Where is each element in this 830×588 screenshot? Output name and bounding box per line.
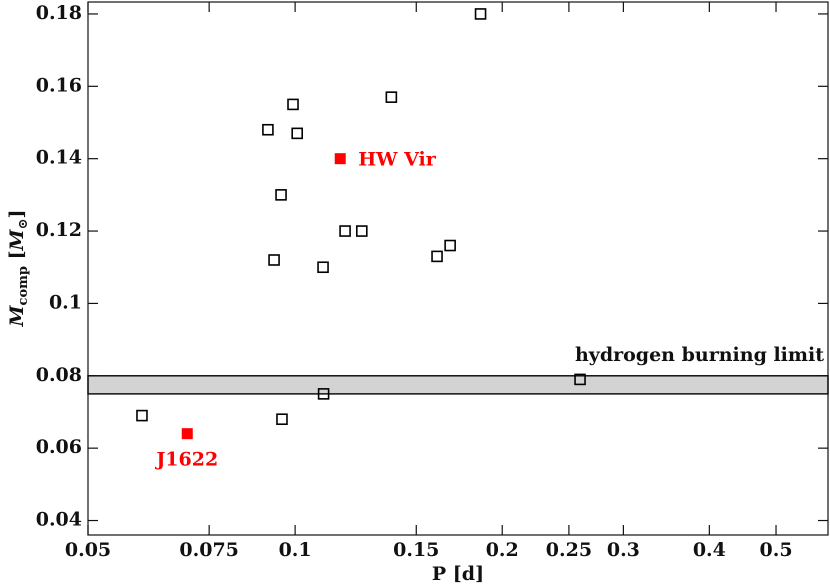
point bbox=[355, 225, 368, 237]
highlight-label: HW Vir bbox=[358, 149, 437, 171]
point bbox=[431, 250, 443, 263]
x-tick-label: 0.2 bbox=[486, 539, 519, 561]
y-tick-label: 0.08 bbox=[36, 364, 82, 386]
x-tick-label: 0.15 bbox=[393, 539, 439, 561]
point bbox=[291, 127, 303, 140]
x-tick-label: 0.05 bbox=[65, 539, 111, 561]
x-tick-label: 0.075 bbox=[179, 539, 239, 561]
y-label-symbol: M bbox=[6, 305, 28, 328]
band-label: hydrogen burning limit bbox=[575, 344, 824, 366]
point bbox=[339, 225, 351, 237]
x-tick-label: 0.25 bbox=[546, 539, 592, 561]
y-tick-label: 0.14 bbox=[36, 147, 82, 169]
y-tick-label: 0.16 bbox=[36, 74, 82, 96]
x-tick-label: 0.1 bbox=[279, 539, 312, 561]
y-label-bracket: ] bbox=[6, 209, 28, 218]
y-tick-label: 0.1 bbox=[49, 291, 82, 313]
point bbox=[268, 254, 280, 266]
y-tick-label: 0.12 bbox=[36, 219, 82, 241]
y-tick-label: 0.04 bbox=[36, 509, 82, 531]
y-tick-label: 0.18 bbox=[36, 2, 82, 24]
point bbox=[275, 189, 287, 201]
point bbox=[444, 239, 456, 252]
x-tick-label: 0.3 bbox=[607, 539, 640, 561]
point bbox=[262, 123, 274, 136]
point bbox=[276, 413, 288, 426]
y-label-unit-sub: ⊙ bbox=[16, 218, 31, 229]
point bbox=[287, 98, 299, 111]
band bbox=[87, 375, 829, 395]
x-tick-label: 0.5 bbox=[759, 539, 792, 561]
highlight-point bbox=[181, 428, 193, 440]
highlight-point bbox=[334, 153, 346, 165]
highlight-label: J1622 bbox=[154, 449, 218, 471]
point bbox=[136, 409, 148, 422]
point bbox=[474, 8, 487, 20]
point bbox=[574, 373, 586, 386]
y-label-bracket: [ bbox=[6, 250, 28, 266]
y-label-sub: comp bbox=[16, 266, 31, 305]
y-axis-label: Mcomp [M⊙] bbox=[6, 209, 31, 327]
point bbox=[385, 91, 398, 103]
plot-frame bbox=[87, 1, 829, 536]
x-tick-label: 0.4 bbox=[693, 539, 726, 561]
y-tick-label: 0.06 bbox=[36, 436, 82, 458]
x-axis-label: P [d] bbox=[432, 563, 484, 585]
point bbox=[317, 261, 329, 274]
point bbox=[317, 388, 330, 400]
y-label-unit: M bbox=[6, 228, 28, 251]
